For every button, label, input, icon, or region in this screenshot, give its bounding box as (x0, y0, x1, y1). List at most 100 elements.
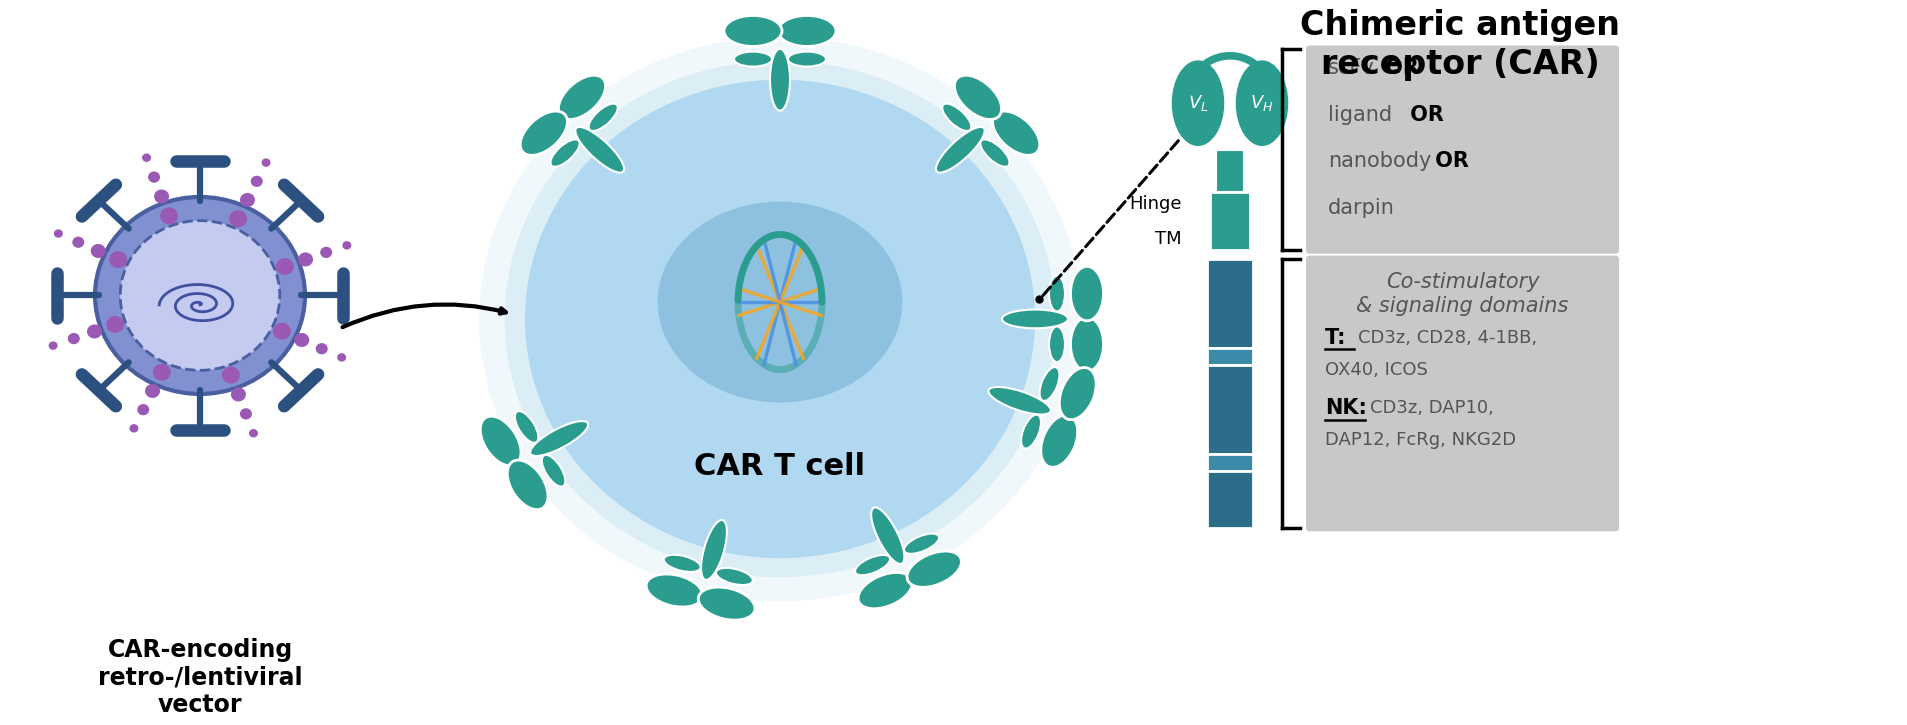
Ellipse shape (551, 139, 580, 167)
Ellipse shape (854, 555, 891, 575)
Text: CD3z, CD28, 4-1BB,: CD3z, CD28, 4-1BB, (1358, 329, 1537, 347)
Ellipse shape (992, 111, 1039, 155)
Ellipse shape (507, 460, 547, 510)
Ellipse shape (734, 51, 772, 67)
Circle shape (320, 247, 332, 258)
Circle shape (69, 333, 80, 344)
Ellipse shape (1070, 266, 1102, 320)
Ellipse shape (788, 51, 826, 67)
Text: darpin: darpin (1327, 198, 1394, 218)
Bar (1209, 192, 1249, 250)
Text: T:: T: (1323, 328, 1346, 348)
Circle shape (221, 367, 240, 384)
Text: OR: OR (1426, 152, 1468, 171)
Text: OR: OR (1377, 58, 1419, 78)
Circle shape (294, 333, 309, 347)
Text: CAR T cell: CAR T cell (694, 452, 866, 481)
Bar (1207, 471, 1253, 528)
Ellipse shape (698, 587, 755, 620)
Ellipse shape (1020, 415, 1041, 449)
Ellipse shape (646, 574, 702, 607)
Ellipse shape (1049, 276, 1064, 312)
Circle shape (229, 210, 248, 227)
Circle shape (160, 207, 177, 224)
Ellipse shape (95, 197, 305, 394)
Ellipse shape (1070, 317, 1102, 371)
Ellipse shape (664, 555, 700, 572)
Ellipse shape (1041, 415, 1077, 468)
Ellipse shape (1039, 367, 1058, 401)
Ellipse shape (1234, 59, 1289, 148)
Ellipse shape (904, 534, 938, 554)
Ellipse shape (1169, 59, 1226, 148)
Ellipse shape (770, 49, 789, 111)
Circle shape (315, 343, 328, 355)
Ellipse shape (1058, 368, 1095, 420)
Ellipse shape (559, 75, 605, 120)
Circle shape (240, 408, 252, 420)
Text: CAR-encoding
retro-/lentiviral
vector: CAR-encoding retro-/lentiviral vector (97, 638, 301, 718)
Ellipse shape (1049, 326, 1064, 362)
Bar (1207, 455, 1253, 471)
Text: OR: OR (1402, 104, 1444, 125)
Ellipse shape (481, 416, 521, 465)
Text: $V_L$: $V_L$ (1186, 94, 1207, 113)
Circle shape (341, 241, 351, 249)
Circle shape (248, 429, 257, 437)
Text: $V_H$: $V_H$ (1249, 94, 1274, 113)
Circle shape (261, 158, 271, 167)
Text: OX40, ICOS: OX40, ICOS (1323, 361, 1426, 379)
Ellipse shape (700, 520, 727, 580)
FancyBboxPatch shape (1304, 46, 1619, 254)
Ellipse shape (988, 387, 1051, 415)
FancyBboxPatch shape (1304, 256, 1619, 531)
Circle shape (141, 154, 151, 162)
Text: scFv: scFv (1327, 58, 1375, 78)
Bar (1207, 349, 1253, 365)
Circle shape (107, 316, 124, 333)
Circle shape (109, 252, 128, 268)
Circle shape (250, 175, 263, 187)
Ellipse shape (723, 15, 782, 46)
Ellipse shape (942, 104, 971, 131)
Circle shape (48, 341, 57, 350)
Text: NK:: NK: (1323, 399, 1365, 418)
Ellipse shape (1001, 310, 1068, 328)
Text: TM: TM (1156, 230, 1180, 248)
Text: Chimeric antigen
receptor (CAR): Chimeric antigen receptor (CAR) (1299, 9, 1619, 80)
Circle shape (137, 404, 149, 415)
Circle shape (273, 323, 290, 340)
Text: CD3z, DAP10,: CD3z, DAP10, (1369, 399, 1493, 418)
Ellipse shape (906, 551, 961, 587)
Ellipse shape (530, 421, 587, 456)
Circle shape (130, 424, 139, 433)
Text: ligand: ligand (1327, 104, 1392, 125)
Circle shape (154, 189, 170, 204)
Ellipse shape (778, 15, 835, 46)
Circle shape (231, 387, 246, 402)
Circle shape (92, 244, 105, 258)
Circle shape (277, 258, 294, 275)
Text: DAP12, FcRg, NKG2D: DAP12, FcRg, NKG2D (1323, 431, 1516, 450)
Bar (1207, 365, 1253, 455)
Ellipse shape (858, 573, 912, 609)
Ellipse shape (503, 61, 1055, 577)
Ellipse shape (871, 507, 904, 564)
Circle shape (88, 325, 101, 339)
Circle shape (338, 353, 345, 362)
Ellipse shape (542, 455, 564, 486)
Ellipse shape (980, 139, 1009, 167)
Bar (1215, 149, 1243, 192)
Text: nanobody: nanobody (1327, 152, 1430, 171)
Ellipse shape (524, 80, 1034, 558)
Ellipse shape (936, 127, 984, 173)
Circle shape (149, 172, 160, 183)
Circle shape (297, 252, 313, 267)
Ellipse shape (515, 411, 538, 443)
Text: Co-stimulatory
& signaling domains: Co-stimulatory & signaling domains (1356, 273, 1568, 315)
Ellipse shape (576, 127, 624, 173)
Ellipse shape (589, 104, 618, 131)
Ellipse shape (521, 111, 566, 155)
Ellipse shape (479, 37, 1081, 601)
Ellipse shape (715, 568, 753, 585)
